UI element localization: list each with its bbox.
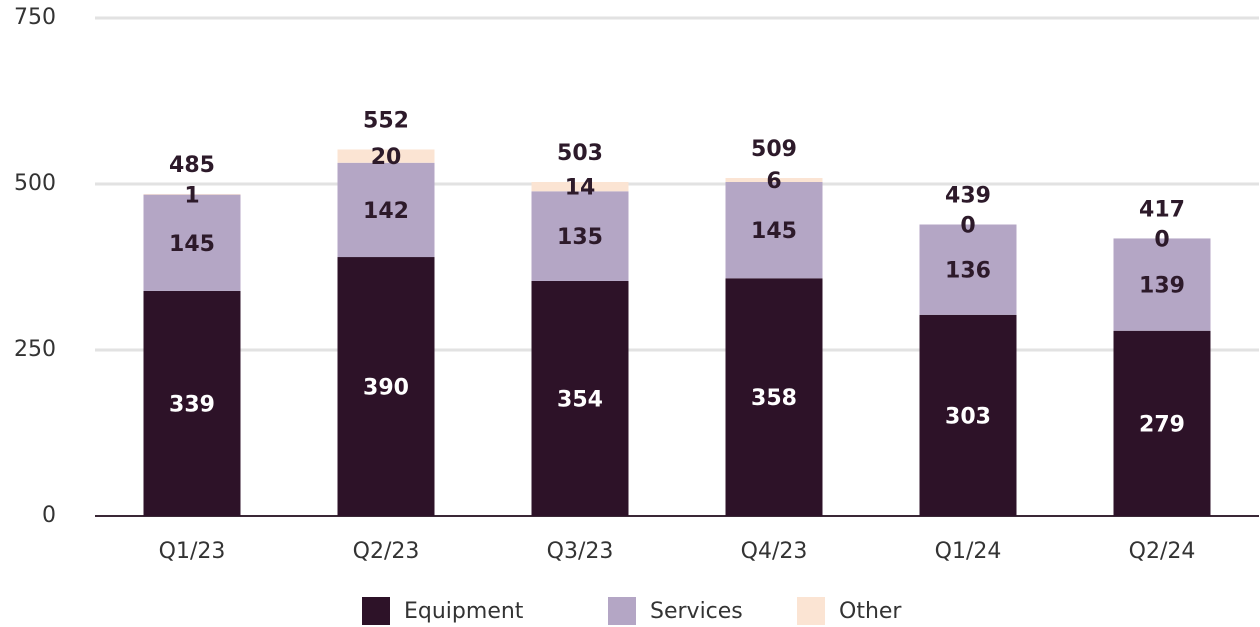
data-label: 14 <box>565 176 596 201</box>
bar-segment <box>143 193 241 195</box>
bar-segment <box>1113 238 1211 331</box>
bar-segment <box>919 314 1017 516</box>
x-tick-label: Q3/23 <box>547 539 614 564</box>
data-label: 0 <box>1154 227 1169 252</box>
y-tick-label: 750 <box>14 5 56 30</box>
y-tick-label: 250 <box>14 337 56 362</box>
total-label: 417 <box>1139 197 1185 222</box>
x-tick-label: Q2/23 <box>353 539 420 564</box>
data-label: 145 <box>169 232 215 257</box>
data-label: 354 <box>557 387 603 412</box>
legend-swatch <box>608 597 636 625</box>
legend-swatch <box>797 597 825 625</box>
bar-segment <box>337 257 435 516</box>
bar-segment <box>337 149 435 163</box>
data-label: 145 <box>751 219 797 244</box>
bar-segment <box>143 194 241 291</box>
data-label: 303 <box>945 404 991 429</box>
bar-segment <box>143 290 241 516</box>
data-label: 136 <box>945 259 991 284</box>
legend-swatch <box>362 597 390 625</box>
total-label: 439 <box>945 184 991 209</box>
data-label: 279 <box>1139 412 1185 437</box>
bar-segment <box>1113 330 1211 516</box>
bar-segment <box>337 162 435 258</box>
bar-segment <box>725 182 823 279</box>
bar-segment <box>531 182 629 192</box>
x-tick-label: Q2/24 <box>1129 539 1196 564</box>
legend-label: Other <box>839 599 902 624</box>
bar-segment <box>919 224 1017 315</box>
bar-segment <box>725 178 823 183</box>
y-tick-label: 500 <box>14 171 56 196</box>
x-tick-label: Q1/23 <box>159 539 226 564</box>
legend-label: Equipment <box>404 599 524 624</box>
bar-segment <box>531 280 629 516</box>
data-label: 339 <box>169 392 215 417</box>
total-label: 503 <box>557 141 603 166</box>
data-label: 1 <box>184 183 199 208</box>
legend-label: Services <box>650 599 743 624</box>
data-label: 0 <box>960 214 975 239</box>
data-label: 135 <box>557 225 603 250</box>
bar-segment <box>725 278 823 516</box>
x-tick-label: Q1/24 <box>935 539 1002 564</box>
total-label: 485 <box>169 153 215 178</box>
data-label: 390 <box>363 376 409 401</box>
x-tick-label: Q4/23 <box>741 539 808 564</box>
data-label: 142 <box>363 199 409 224</box>
data-label: 6 <box>766 169 781 194</box>
data-label: 139 <box>1139 274 1185 299</box>
total-label: 509 <box>751 137 797 162</box>
bar-segment <box>531 191 629 281</box>
total-label: 552 <box>363 108 409 133</box>
data-label: 358 <box>751 386 797 411</box>
data-label: 20 <box>371 145 402 170</box>
y-tick-label: 0 <box>42 503 56 528</box>
